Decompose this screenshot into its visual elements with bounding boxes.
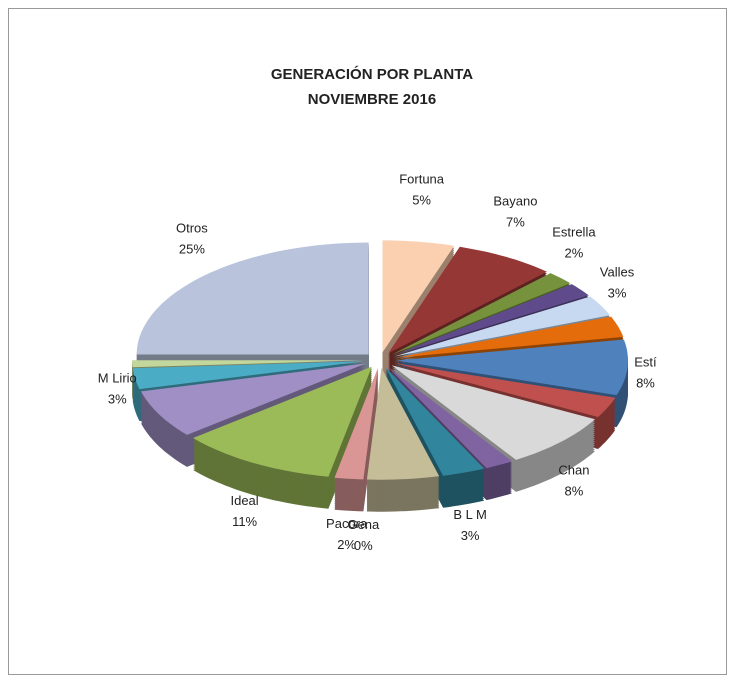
slice-label: Estí (634, 354, 657, 369)
slice-value-label: 7% (506, 215, 525, 230)
slice-label: B L M (453, 507, 486, 522)
slice (391, 365, 595, 460)
slice-value-label: 3% (108, 392, 127, 407)
slice (132, 360, 365, 368)
slice-value-label: 25% (179, 241, 205, 256)
chart-title: GENERACIÓN POR PLANTA (271, 65, 473, 83)
slice-value-label: 8% (565, 484, 584, 499)
slice (141, 363, 366, 435)
slice (366, 367, 440, 480)
slice (193, 366, 372, 477)
slice (395, 339, 628, 396)
slice (387, 366, 512, 469)
chart-subtitle: NOVIEMBRE 2016 (308, 91, 436, 108)
slice-value-label: 2% (565, 245, 584, 260)
slice (382, 240, 455, 353)
slice-value-label: 11% (232, 514, 257, 529)
slice (394, 363, 616, 417)
slice-value-label: 3% (608, 285, 627, 300)
slice-label: Ideal (230, 493, 258, 508)
slice-label: Gena (347, 517, 380, 532)
slice (385, 367, 485, 476)
slice-value-label: 0% (354, 538, 373, 553)
slice (132, 361, 365, 390)
slice (395, 316, 624, 358)
slice-label: Chan (558, 463, 589, 478)
slice-label: Bayano (493, 194, 537, 209)
slice-label: M Lirio (98, 371, 137, 386)
slice (391, 273, 571, 355)
slice-label: Otros (176, 220, 208, 235)
slice-label: Fortuna (399, 172, 445, 187)
slice (392, 284, 589, 356)
slice-value-label: 5% (412, 193, 431, 208)
slice (334, 367, 378, 480)
slice (388, 246, 547, 354)
slice-label: Estrella (552, 224, 596, 239)
slice-label: Pacora (326, 516, 368, 531)
slice (394, 296, 610, 357)
slice-value-label: 2% (337, 537, 356, 552)
slice-value-label: 8% (636, 375, 655, 390)
slice-value-label: 3% (461, 528, 480, 543)
slice-label: Valles (600, 264, 635, 279)
slice (136, 242, 369, 355)
